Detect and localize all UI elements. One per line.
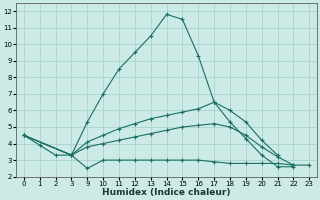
X-axis label: Humidex (Indice chaleur): Humidex (Indice chaleur) (102, 188, 231, 197)
